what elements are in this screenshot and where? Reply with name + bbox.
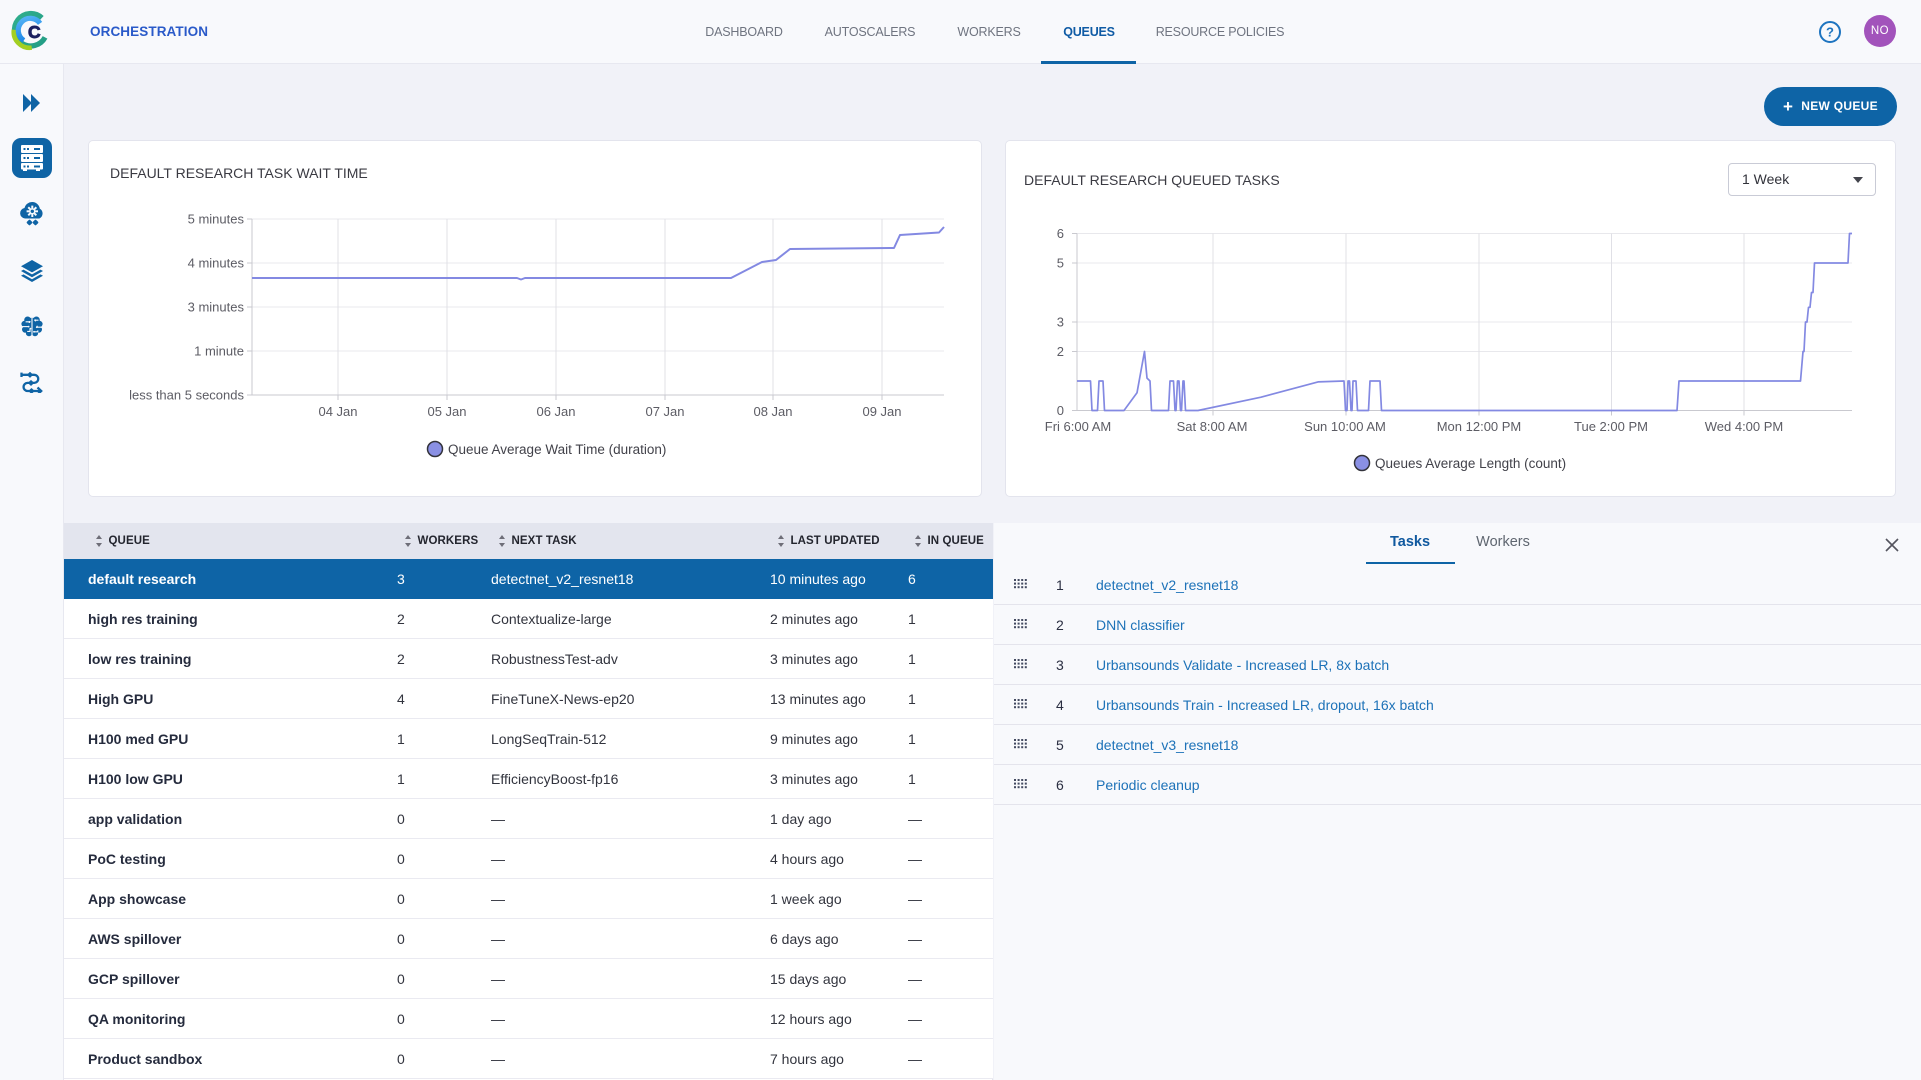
svg-text:1 minute: 1 minute — [194, 344, 244, 359]
svg-text:Wed 4:00 PM: Wed 4:00 PM — [1705, 419, 1784, 434]
svg-text:05 Jan: 05 Jan — [427, 404, 466, 419]
svg-text:Tue 2:00 PM: Tue 2:00 PM — [1574, 419, 1648, 434]
svg-text:6: 6 — [1057, 226, 1064, 241]
svg-text:less than 5 seconds: less than 5 seconds — [129, 388, 244, 403]
svg-text:07 Jan: 07 Jan — [645, 404, 684, 419]
svg-text:3 minutes: 3 minutes — [188, 300, 245, 315]
svg-text:Queues Average Length (count): Queues Average Length (count) — [1375, 456, 1566, 471]
svg-text:2: 2 — [1057, 344, 1064, 359]
svg-text:Queue Average Wait Time (durat: Queue Average Wait Time (duration) — [448, 442, 666, 457]
svg-text:08 Jan: 08 Jan — [753, 404, 792, 419]
svg-text:0: 0 — [1057, 403, 1064, 418]
svg-text:C: C — [28, 22, 41, 42]
svg-text:Sat 8:00 AM: Sat 8:00 AM — [1177, 419, 1248, 434]
svg-text:3: 3 — [1057, 315, 1064, 330]
svg-text:5: 5 — [1057, 256, 1064, 271]
svg-text:09 Jan: 09 Jan — [862, 404, 901, 419]
svg-text:5 minutes: 5 minutes — [188, 212, 245, 227]
svg-text:4 minutes: 4 minutes — [188, 256, 245, 271]
svg-text:Mon 12:00 PM: Mon 12:00 PM — [1437, 419, 1522, 434]
svg-text:Sun 10:00 AM: Sun 10:00 AM — [1304, 419, 1386, 434]
svg-text:Fri 6:00 AM: Fri 6:00 AM — [1045, 419, 1111, 434]
svg-text:06 Jan: 06 Jan — [536, 404, 575, 419]
svg-text:04 Jan: 04 Jan — [318, 404, 357, 419]
svg-text:?: ? — [1826, 25, 1834, 40]
